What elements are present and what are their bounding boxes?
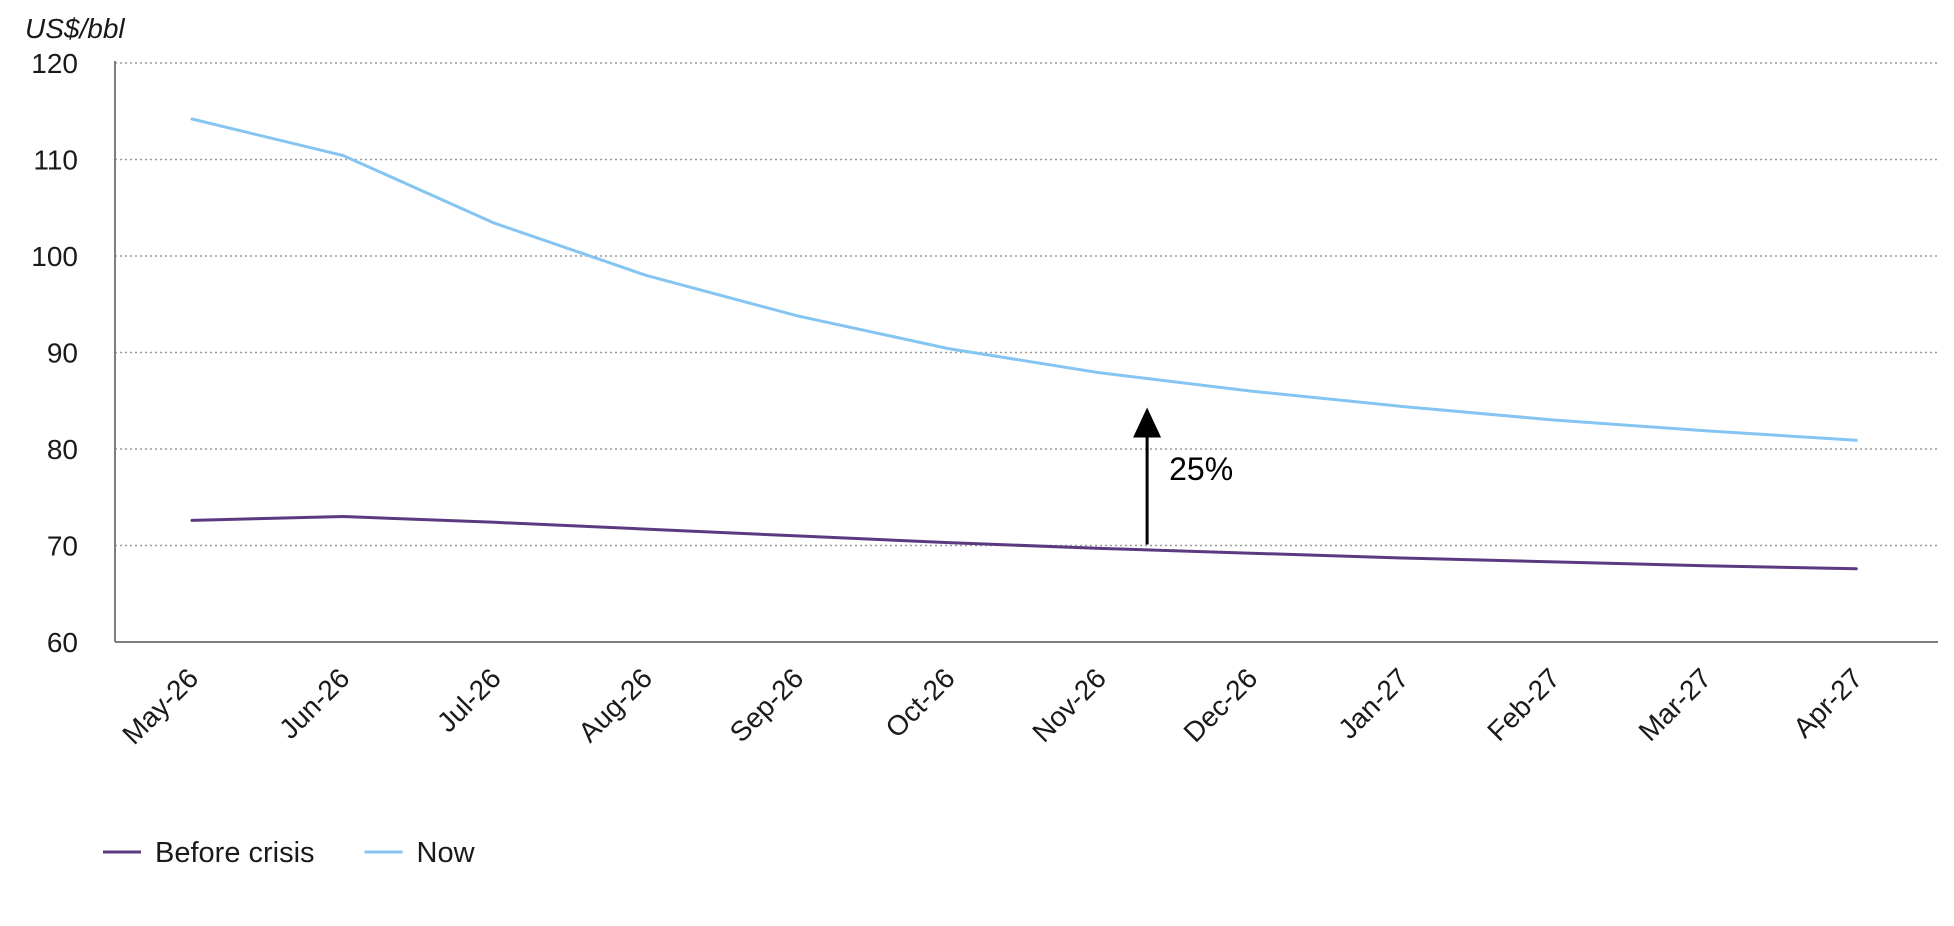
legend-label-now: Now xyxy=(417,837,476,869)
series-lines xyxy=(190,117,1858,571)
series-line-before-crisis xyxy=(190,515,1858,571)
y-tick-label: 80 xyxy=(47,434,78,465)
y-tick-label: 70 xyxy=(47,531,78,562)
axes xyxy=(114,61,1938,643)
x-axis-ticks: May-26 Jun-26 Jul-26 Aug-26 Sep-26 Oct-26 Nov-… xyxy=(116,662,1868,750)
y-tick-label: 120 xyxy=(31,48,78,79)
y-tick-label: 60 xyxy=(47,627,78,658)
x-tick-label: Dec-26 xyxy=(1178,662,1264,748)
x-tick-label: May-26 xyxy=(116,662,204,750)
x-tick-label: Oct-26 xyxy=(879,662,960,743)
gridlines xyxy=(115,62,1938,547)
growth-annotation: 25% xyxy=(1133,407,1233,545)
x-tick-label: Jul-26 xyxy=(431,662,507,738)
series-line-now xyxy=(190,117,1858,442)
x-tick-label: Sep-26 xyxy=(724,662,810,748)
y-tick-label: 90 xyxy=(47,338,78,369)
x-tick-label: Jun-26 xyxy=(273,662,355,744)
x-tick-label: Apr-27 xyxy=(1787,662,1868,743)
legend-label-before-crisis: Before crisis xyxy=(155,837,315,869)
annotation-label: 25% xyxy=(1169,451,1233,487)
x-tick-label: Aug-26 xyxy=(572,662,658,748)
x-tick-label: Feb-27 xyxy=(1481,662,1566,747)
y-axis-unit-label: US$/bbl xyxy=(25,13,125,44)
x-tick-label: Jan-27 xyxy=(1332,662,1414,744)
legend: Before crisis Now xyxy=(103,837,476,869)
x-tick-label: Nov-26 xyxy=(1026,662,1112,748)
up-arrow-icon xyxy=(1133,407,1162,438)
y-tick-label: 100 xyxy=(31,241,78,272)
y-axis-ticks: 60 70 80 90 100 110 120 xyxy=(31,48,78,658)
y-tick-label: 110 xyxy=(33,145,78,176)
x-tick-label: Mar-27 xyxy=(1633,662,1718,747)
